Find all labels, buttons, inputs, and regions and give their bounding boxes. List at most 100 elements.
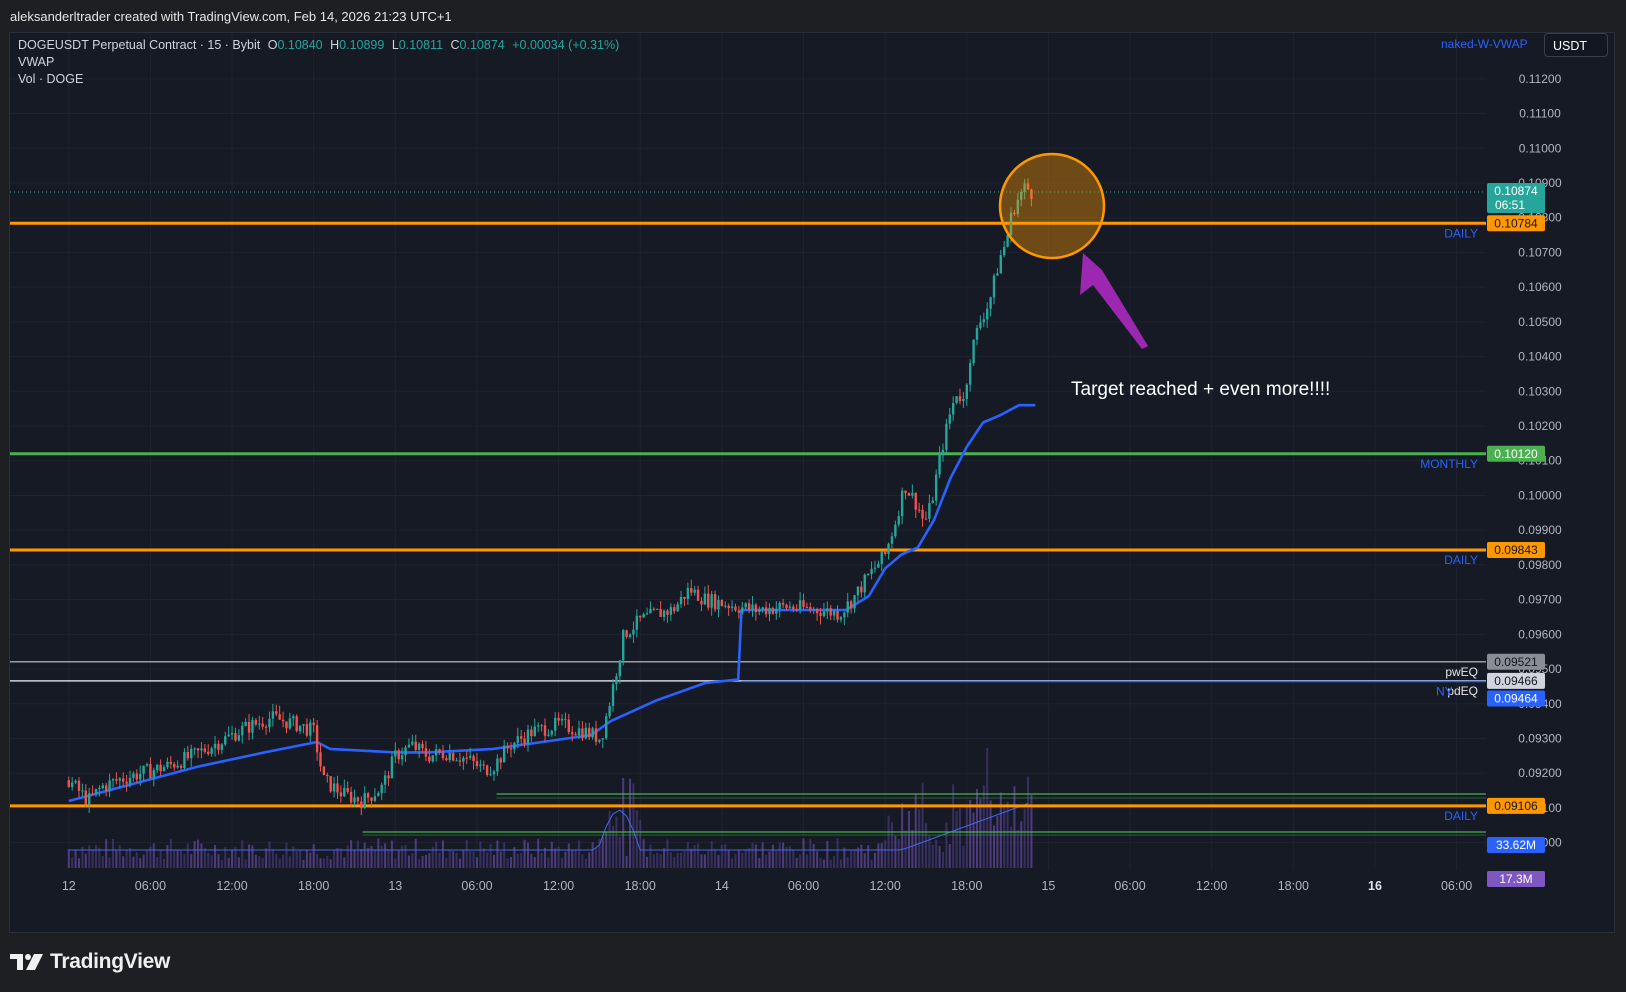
candle-body bbox=[622, 630, 625, 661]
candle-body bbox=[710, 594, 713, 608]
volume-bar bbox=[727, 850, 730, 868]
volume-bar bbox=[948, 844, 951, 868]
vwap-price-label: 0.09464 bbox=[1494, 692, 1538, 706]
y-tick-label: 0.11100 bbox=[1519, 107, 1561, 121]
volume-bar bbox=[445, 858, 448, 868]
candle-body bbox=[921, 509, 924, 519]
volume-bar bbox=[516, 853, 519, 868]
candle-body bbox=[387, 775, 390, 779]
candle-body bbox=[598, 739, 601, 742]
candle-body bbox=[686, 588, 690, 599]
x-tick-label: 18:00 bbox=[951, 879, 982, 893]
volume-bar bbox=[343, 857, 346, 868]
candle-body bbox=[217, 743, 220, 750]
volume-bar bbox=[751, 842, 754, 868]
volume-bar bbox=[1027, 776, 1030, 868]
volume-bar bbox=[761, 842, 764, 868]
volume-bar bbox=[414, 838, 417, 868]
volume-bar bbox=[748, 847, 751, 868]
candle-body bbox=[768, 608, 771, 615]
volume-bar bbox=[152, 843, 155, 868]
candle-body bbox=[455, 760, 458, 762]
volume-bar bbox=[656, 852, 659, 868]
candle-body bbox=[1013, 212, 1016, 215]
volume-bar bbox=[676, 852, 679, 868]
volume-bar bbox=[890, 821, 893, 868]
candle-body bbox=[965, 384, 968, 399]
volume-label: 33.62M bbox=[1496, 838, 1536, 852]
volume-bar bbox=[690, 848, 693, 868]
volume-bar bbox=[394, 858, 397, 868]
volume-bar bbox=[84, 853, 87, 868]
candle-body bbox=[220, 744, 224, 750]
naked-vwap-indicator-name[interactable]: naked-W-VWAP bbox=[1441, 37, 1528, 51]
volume-bar bbox=[299, 849, 302, 868]
candle-body bbox=[411, 741, 414, 745]
candle-body bbox=[519, 736, 523, 739]
volume-bar bbox=[346, 845, 349, 868]
volume-bar bbox=[231, 849, 234, 868]
volume-bar bbox=[309, 852, 312, 868]
volume-ma-label-bg bbox=[1487, 871, 1545, 887]
x-tick-label: 18:00 bbox=[1278, 879, 1309, 893]
volume-bar bbox=[921, 783, 924, 868]
volume-bar bbox=[829, 859, 832, 868]
volume-bar bbox=[686, 842, 689, 868]
candle-body bbox=[329, 776, 332, 792]
candle-body bbox=[628, 634, 632, 637]
candle-body bbox=[805, 606, 809, 608]
volume-bar bbox=[846, 857, 849, 868]
level-tag-label: DAILY bbox=[1444, 809, 1478, 823]
candle-body bbox=[156, 764, 159, 771]
volume-bar bbox=[322, 858, 325, 868]
candle-body bbox=[536, 725, 540, 727]
candle-body bbox=[543, 725, 547, 736]
volume-bar bbox=[1013, 786, 1016, 868]
volume-bar bbox=[282, 854, 285, 868]
candle-body bbox=[931, 500, 934, 504]
vwap-indicator-label[interactable]: VWAP bbox=[18, 55, 55, 69]
volume-bar bbox=[503, 842, 506, 868]
symbol-title[interactable]: DOGEUSDT Perpetual Contract · 15 · Bybit bbox=[18, 38, 261, 52]
volume-bar bbox=[982, 785, 985, 868]
currency-button[interactable]: USDT bbox=[1544, 33, 1608, 57]
candle-body bbox=[264, 726, 268, 728]
volume-bar bbox=[887, 815, 890, 868]
candle-body bbox=[795, 609, 798, 611]
candle-body bbox=[737, 610, 741, 613]
volume-bar bbox=[224, 847, 227, 868]
candle-body bbox=[149, 764, 152, 779]
volume-bar bbox=[465, 840, 468, 868]
candle-body bbox=[911, 492, 914, 496]
candle-body bbox=[407, 744, 411, 748]
volume-bar bbox=[754, 844, 757, 868]
volume-bar bbox=[894, 835, 897, 868]
volume-bar bbox=[931, 844, 934, 868]
candle-body bbox=[747, 603, 751, 610]
candle-body bbox=[618, 660, 622, 677]
volume-bar bbox=[404, 845, 407, 868]
chart-frame[interactable] bbox=[9, 32, 1615, 933]
candle-body bbox=[754, 604, 758, 612]
candle-body bbox=[326, 774, 329, 777]
candle-body bbox=[1023, 183, 1026, 192]
candle-body bbox=[530, 729, 533, 737]
candle-body bbox=[846, 601, 849, 613]
candle-body bbox=[139, 773, 142, 780]
volume-bar bbox=[135, 852, 138, 868]
level-price-label: 0.09106 bbox=[1494, 799, 1538, 813]
candle-body bbox=[877, 563, 880, 568]
candle-body bbox=[574, 734, 577, 736]
volume-bar bbox=[935, 839, 938, 868]
level-price-label-bg bbox=[1487, 215, 1545, 232]
volume-bar bbox=[880, 843, 883, 868]
candle-body bbox=[472, 756, 475, 762]
volume-indicator-label[interactable]: Vol · DOGE bbox=[18, 72, 84, 86]
candle-body bbox=[639, 615, 642, 618]
high-label: H bbox=[330, 38, 340, 52]
volume-bar bbox=[571, 850, 574, 868]
candle-body bbox=[887, 543, 890, 554]
candle-body bbox=[972, 339, 975, 364]
x-tick-label: 12:00 bbox=[543, 879, 574, 893]
